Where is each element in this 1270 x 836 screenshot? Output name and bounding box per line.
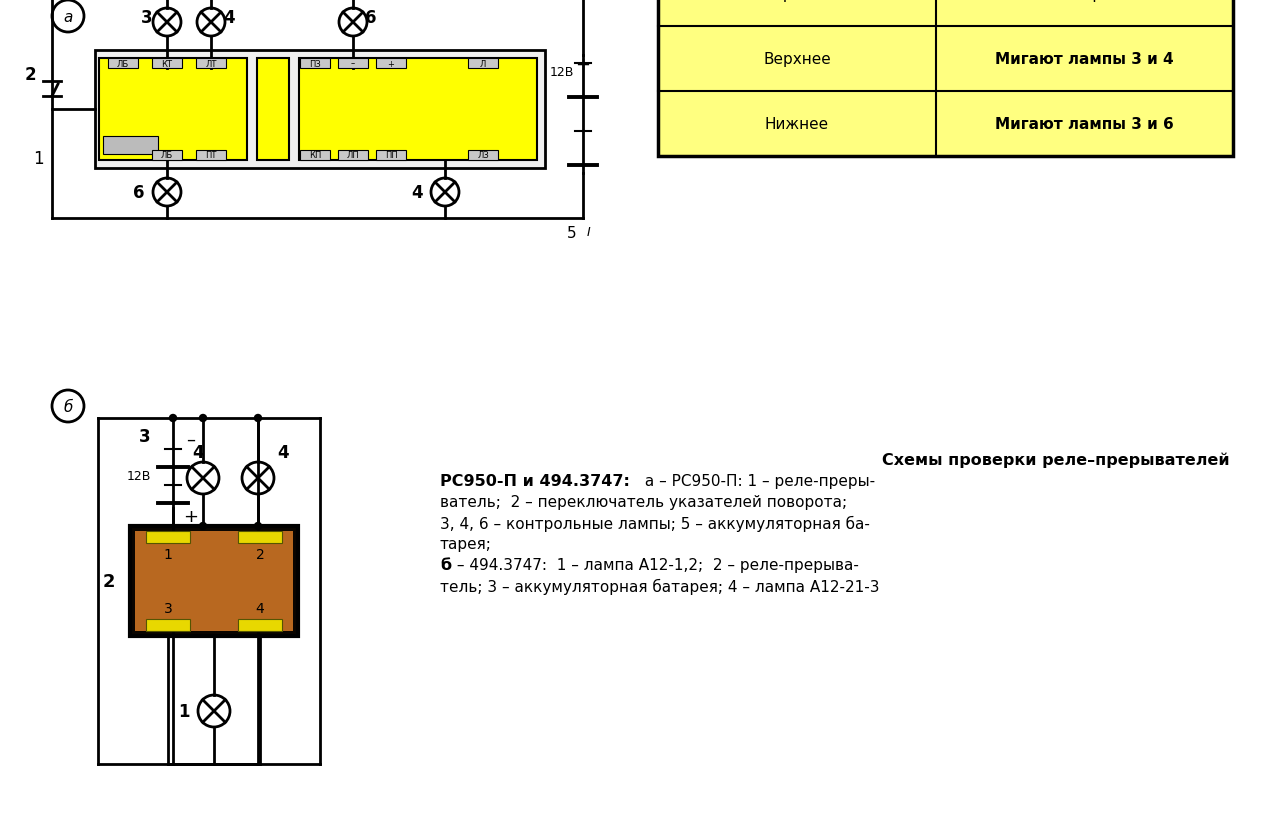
Text: 2: 2 [103, 573, 116, 590]
Bar [257, 59, 290, 161]
Bar [338, 59, 368, 69]
Bar [237, 619, 282, 631]
Bar [298, 59, 537, 161]
Text: 1: 1 [179, 702, 190, 720]
Text: ЛЗ: ЛЗ [478, 151, 489, 161]
Text: КП: КП [309, 151, 321, 161]
Text: 3: 3 [140, 427, 151, 446]
Text: б: б [439, 558, 451, 573]
Text: а – РС950-П: 1 – реле-преры-: а – РС950-П: 1 – реле-преры- [640, 473, 875, 488]
Text: 3: 3 [141, 9, 152, 27]
Text: Мигают лампы 3 и 6: Мигают лампы 3 и 6 [996, 117, 1173, 132]
Text: 12В: 12В [127, 470, 151, 483]
Text: – 494.3747:  1 – лампа А12-1,2;  2 – реле-прерыва-: – 494.3747: 1 – лампа А12-1,2; 2 – реле-… [452, 558, 859, 573]
Text: Верхнее: Верхнее [763, 52, 831, 67]
Text: 4: 4 [255, 601, 264, 615]
Bar [99, 59, 246, 161]
Bar [152, 59, 182, 69]
Text: 3, 4, 6 – контрольные лампы; 5 – аккумуляторная ба-: 3, 4, 6 – контрольные лампы; 5 – аккумул… [439, 515, 870, 532]
Text: 4: 4 [192, 443, 203, 461]
Bar [130, 527, 298, 636]
Bar [237, 532, 282, 543]
Text: Нейтральное: Нейтральное [744, 0, 851, 2]
Circle shape [199, 522, 207, 530]
Text: ЛТ: ЛТ [206, 59, 217, 69]
Bar [469, 59, 498, 69]
Bar [196, 150, 226, 161]
Text: Не горят: Не горят [1049, 0, 1120, 2]
Bar [338, 150, 368, 161]
Text: 4: 4 [277, 443, 288, 461]
Text: КТ: КТ [161, 59, 173, 69]
Text: –: – [187, 431, 196, 448]
Bar [95, 51, 545, 169]
Circle shape [254, 415, 262, 422]
Text: 2: 2 [255, 548, 264, 561]
Text: 1: 1 [33, 150, 44, 168]
Circle shape [254, 522, 262, 530]
Bar [658, 0, 1233, 157]
Text: –: – [351, 59, 356, 69]
Bar [108, 59, 138, 69]
Circle shape [199, 415, 207, 422]
Text: +: + [183, 507, 198, 525]
Text: б: б [64, 399, 72, 414]
Text: I: I [587, 227, 591, 239]
Text: 6: 6 [133, 184, 145, 201]
Text: 4: 4 [411, 184, 423, 201]
Text: Мигают лампы 3 и 4: Мигают лампы 3 и 4 [996, 52, 1173, 67]
Bar [376, 150, 406, 161]
Circle shape [169, 415, 177, 422]
Text: 2: 2 [24, 66, 36, 84]
Text: 6: 6 [366, 9, 377, 27]
Text: ПЗ: ПЗ [309, 59, 321, 69]
Text: тель; 3 – аккумуляторная батарея; 4 – лампа А12-21-3: тель; 3 – аккумуляторная батарея; 4 – ла… [439, 579, 880, 594]
Bar [152, 150, 182, 161]
Text: а: а [64, 9, 72, 24]
Text: ПП: ПП [385, 151, 398, 161]
Bar [103, 137, 157, 155]
Text: ЛБ: ЛБ [161, 151, 173, 161]
Text: +: + [575, 56, 591, 74]
Text: 1: 1 [164, 548, 173, 561]
Bar [300, 150, 330, 161]
Bar [146, 619, 190, 631]
Text: 3: 3 [164, 601, 173, 615]
Text: Схемы проверки реле–прерывателей: Схемы проверки реле–прерывателей [883, 451, 1231, 467]
Text: ПТ: ПТ [206, 151, 217, 161]
Text: тарея;: тарея; [439, 537, 491, 551]
Text: РС950-П и 494.3747:: РС950-П и 494.3747: [439, 473, 630, 488]
Text: 5: 5 [568, 225, 577, 240]
Bar [146, 532, 190, 543]
Text: ЛП: ЛП [347, 151, 359, 161]
Bar [376, 59, 406, 69]
Bar [196, 59, 226, 69]
Text: ЛБ: ЛБ [117, 59, 130, 69]
Bar [135, 532, 293, 631]
Text: Нижнее: Нижнее [765, 117, 829, 132]
Text: 4: 4 [224, 9, 235, 27]
Bar [300, 59, 330, 69]
Text: 12В: 12В [550, 66, 574, 79]
Text: Л: Л [480, 59, 486, 69]
Text: ватель;  2 – переключатель указателей поворота;: ватель; 2 – переключатель указателей пов… [439, 494, 847, 509]
Text: +: + [387, 59, 395, 69]
Bar [469, 150, 498, 161]
